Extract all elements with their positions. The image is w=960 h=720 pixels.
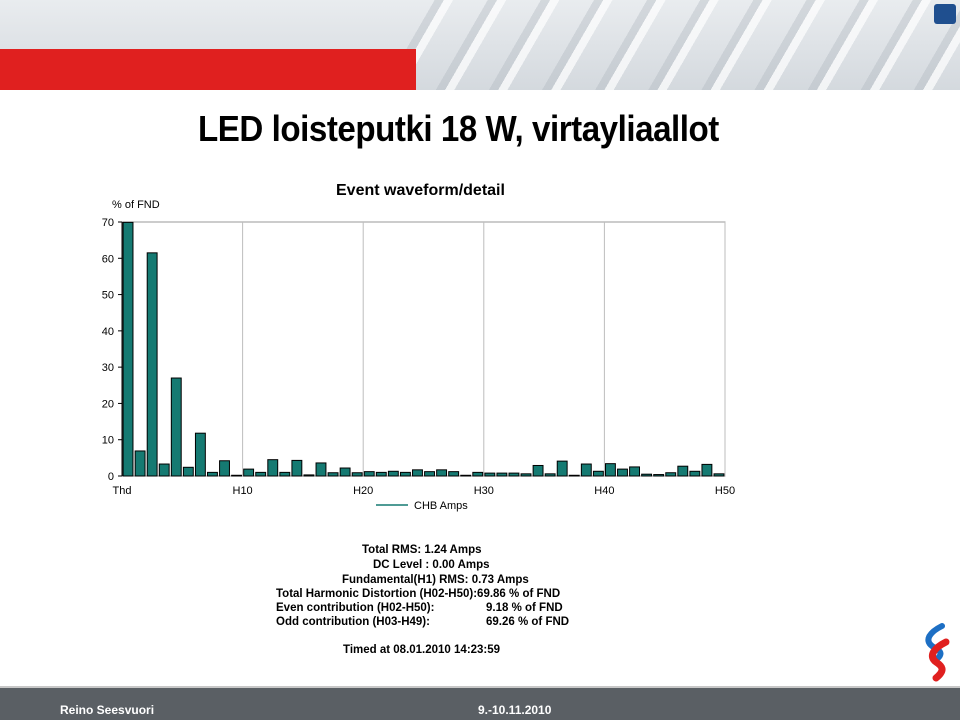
x-tick-label: H50 xyxy=(715,485,735,497)
footer-divider xyxy=(0,686,960,688)
bar-H21 xyxy=(363,471,375,477)
bar-H2 xyxy=(134,450,146,477)
stat-thd: Total Harmonic Distortion (H02-H50):69.8… xyxy=(276,588,561,600)
legend-label: CHB Amps xyxy=(414,500,468,512)
bar-H7 xyxy=(194,432,206,477)
bar-H11 xyxy=(243,468,255,477)
bar-H14 xyxy=(279,471,291,477)
bar-H23 xyxy=(387,470,399,477)
bar-H43 xyxy=(629,466,640,477)
banner-stripes xyxy=(400,0,960,90)
y-tick-label: 70 xyxy=(102,217,114,229)
footer-bar xyxy=(0,688,960,720)
bar-H35 xyxy=(532,464,544,477)
y-tick-label: 10 xyxy=(102,435,114,447)
bar-H17 xyxy=(315,462,327,477)
bar-H28 xyxy=(448,471,460,477)
bar-H47 xyxy=(677,465,689,477)
bar-H27 xyxy=(436,469,448,477)
bar-H8 xyxy=(207,471,218,477)
bar-H30 xyxy=(472,471,484,477)
x-tick-label: Thd xyxy=(113,485,132,497)
bar-H41 xyxy=(604,463,616,477)
x-tick-label: H20 xyxy=(353,485,373,497)
company-logo-icon xyxy=(925,623,950,682)
bar-H37 xyxy=(556,460,568,477)
bar-Thd xyxy=(122,221,134,477)
bar-H15 xyxy=(291,459,303,477)
x-tick-label: H10 xyxy=(233,485,253,497)
chart-title: Event waveform/detail xyxy=(336,182,505,199)
y-tick-label: 0 xyxy=(108,471,114,483)
bar-H40 xyxy=(592,470,604,477)
y-tick-label: 60 xyxy=(102,253,114,265)
stat-dc-level: DC Level : 0.00 Amps xyxy=(373,559,490,571)
bar-H16 xyxy=(303,474,315,477)
stat-even-value: 9.18 % of FND xyxy=(486,602,563,614)
bar-H45 xyxy=(653,474,665,477)
bar-H29 xyxy=(460,474,472,477)
banner-red-band xyxy=(0,49,416,90)
bar-H44 xyxy=(641,473,653,477)
bar-H38 xyxy=(568,474,580,477)
x-tick-label: H40 xyxy=(594,485,614,497)
bar-H13 xyxy=(267,459,279,477)
bar-H18 xyxy=(327,472,339,477)
bar-H10 xyxy=(231,474,243,477)
bar-H4 xyxy=(158,463,170,477)
bar-H49 xyxy=(701,463,713,477)
stat-timed: Timed at 08.01.2010 14:23:59 xyxy=(343,644,501,656)
bar-H20 xyxy=(351,472,363,477)
bar-H5 xyxy=(170,377,182,477)
y-tick-label: 20 xyxy=(102,398,114,410)
bar-H9 xyxy=(219,460,230,477)
bar-H3 xyxy=(146,252,158,477)
stat-total-rms: Total RMS: 1.24 Amps xyxy=(362,544,482,556)
bar-H33 xyxy=(508,472,520,477)
footer-author: Reino Seesvuori xyxy=(60,703,155,717)
bar-H19 xyxy=(339,467,351,477)
bar-H24 xyxy=(399,471,411,477)
y-tick-label: 30 xyxy=(102,362,114,374)
x-tick-label: H30 xyxy=(474,485,494,497)
bar-H12 xyxy=(255,471,267,477)
harmonics-chart: Thd H10 H20 H30 H40 H50 0 10 20 30 40 50 60 70 CHB Amp… xyxy=(102,217,735,512)
bar-H48 xyxy=(689,470,701,477)
bar-H46 xyxy=(665,472,677,477)
bar-H50 xyxy=(713,473,725,477)
y-tick-label: 40 xyxy=(102,326,114,338)
stat-even-label: Even contribution (H02-H50): xyxy=(276,602,435,614)
bar-H42 xyxy=(617,468,628,477)
plot-area xyxy=(121,221,726,477)
slide-title: LED loisteputki 18 W, virtayliaallot xyxy=(198,108,719,149)
stat-odd-label: Odd contribution (H03-H49): xyxy=(276,616,430,628)
bar-H36 xyxy=(544,473,556,477)
y-axis-label: % of FND xyxy=(112,199,160,211)
footer-date: 9.-10.11.2010 xyxy=(478,703,552,717)
corner-logo-icon xyxy=(934,4,956,24)
bar-H6 xyxy=(182,466,194,477)
stat-fundamental: Fundamental(H1) RMS: 0.73 Amps xyxy=(342,574,529,586)
y-tick-label: 50 xyxy=(102,290,114,302)
bar-H31 xyxy=(484,472,496,477)
bar-H34 xyxy=(520,473,532,477)
bar-H26 xyxy=(424,471,435,477)
bar-H32 xyxy=(496,472,508,477)
stat-odd-value: 69.26 % of FND xyxy=(486,616,570,628)
bar-H39 xyxy=(580,463,592,477)
bar-H25 xyxy=(412,469,423,477)
header-banner xyxy=(0,0,960,90)
bar-H22 xyxy=(375,471,387,477)
